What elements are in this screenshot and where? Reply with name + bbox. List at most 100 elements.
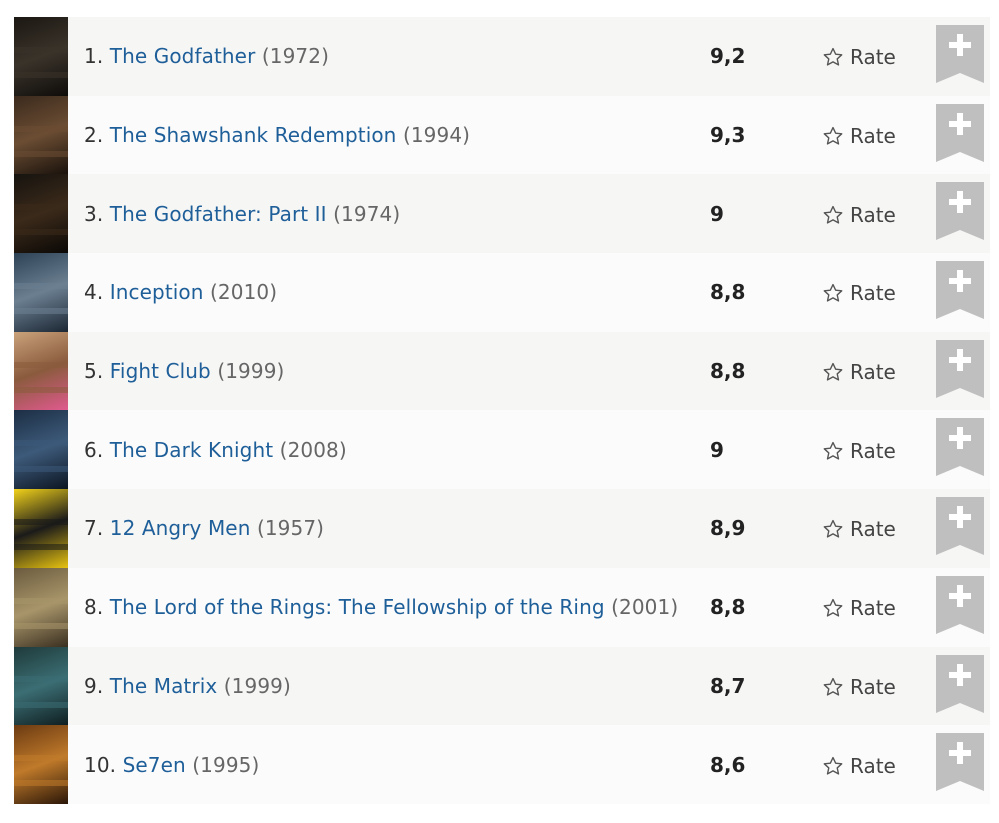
rank-number: 6.	[84, 437, 104, 462]
rank-number: 1.	[84, 44, 104, 69]
movie-row-7: 7. 12 Angry Men (1957) 8,9 Rate	[14, 489, 990, 568]
movie-row-5: 5. Fight Club (1999) 8,8 Rate	[14, 331, 990, 411]
add-to-watchlist-button[interactable]	[936, 103, 984, 162]
star-outline-icon	[823, 599, 843, 617]
rank-number: 10.	[84, 752, 117, 777]
movie-title-link[interactable]: Inception	[109, 280, 204, 305]
movie-row-9: 9. The Matrix (1999) 8,7 Rate	[14, 646, 990, 726]
movie-title-link[interactable]: The Shawshank Redemption	[109, 123, 397, 148]
star-outline-icon	[823, 520, 843, 539]
release-year: (2001)	[611, 595, 679, 620]
rate-label: Rate	[850, 675, 896, 700]
rate-button[interactable]: Rate	[822, 282, 896, 306]
title-column: 3. The Godfather: Part II (1974)	[84, 202, 400, 226]
title-column: 6. The Dark Knight (2008)	[84, 438, 347, 462]
imdb-rating: 8,7	[710, 673, 746, 698]
movie-title-link[interactable]: The Matrix	[109, 673, 218, 698]
rate-button[interactable]: Rate	[822, 46, 896, 70]
poster-thumbnail[interactable]	[14, 17, 68, 96]
movie-row-3: 3. The Godfather: Part II (1974) 9 Rate	[14, 174, 990, 254]
rate-button[interactable]: Rate	[822, 596, 896, 620]
poster-thumbnail[interactable]	[14, 95, 68, 175]
title-column: 4. Inception (2010)	[84, 280, 277, 304]
release-year: (1974)	[333, 201, 401, 226]
movie-title-link[interactable]: The Godfather: Part II	[109, 201, 327, 226]
rank-number: 8.	[84, 595, 104, 620]
star-outline-icon	[823, 205, 843, 224]
rate-button[interactable]: Rate	[822, 518, 896, 542]
title-column: 2. The Shawshank Redemption (1994)	[84, 123, 470, 147]
rank-number: 4.	[84, 280, 104, 305]
plus-ribbon-icon	[936, 339, 984, 398]
movie-title-link[interactable]: Se7en	[122, 752, 186, 777]
imdb-rating: 8,8	[710, 359, 746, 384]
plus-ribbon-icon	[936, 25, 984, 83]
rank-number: 7.	[84, 516, 104, 541]
plus-ribbon-icon	[936, 418, 984, 477]
poster-thumbnail[interactable]	[14, 253, 68, 332]
movie-row-1: 1. The Godfather (1972) 9,2 Rate	[14, 17, 990, 96]
poster-thumbnail[interactable]	[14, 646, 68, 726]
movie-row-4: 4. Inception (2010) 8,8 Rate	[14, 253, 990, 332]
poster-thumbnail[interactable]	[14, 567, 68, 647]
release-year: (1957)	[256, 516, 325, 541]
star-outline-icon	[823, 756, 843, 775]
release-year: (2010)	[210, 280, 278, 305]
star-outline-icon	[823, 441, 843, 460]
plus-ribbon-icon	[936, 261, 984, 320]
poster-thumbnail[interactable]	[14, 174, 68, 254]
rate-label: Rate	[850, 281, 896, 306]
movie-row-10: 10. Se7en (1995) 8,6 Rate	[14, 725, 990, 804]
poster-thumbnail[interactable]	[14, 331, 68, 411]
movie-row-6: 6. The Dark Knight (2008) 9 Rate	[14, 410, 990, 490]
add-to-watchlist-button[interactable]	[936, 418, 984, 477]
star-outline-icon	[823, 48, 843, 66]
rate-button[interactable]: Rate	[822, 203, 896, 227]
release-year: (1994)	[402, 123, 471, 148]
rate-button[interactable]: Rate	[822, 754, 896, 778]
rate-button[interactable]: Rate	[822, 360, 896, 384]
rate-label: Rate	[850, 202, 896, 227]
rate-label: Rate	[850, 438, 896, 463]
release-year: (1995)	[192, 752, 260, 777]
movie-title-link[interactable]: 12 Angry Men	[109, 516, 251, 541]
rate-button[interactable]: Rate	[822, 675, 896, 699]
rate-label: Rate	[850, 753, 896, 778]
add-to-watchlist-button[interactable]	[936, 575, 984, 634]
movie-title-link[interactable]: Fight Club	[109, 359, 211, 384]
movie-title-link[interactable]: The Dark Knight	[109, 437, 274, 462]
plus-ribbon-icon	[936, 497, 984, 556]
title-column: 7. 12 Angry Men (1957)	[84, 516, 324, 540]
add-to-watchlist-button[interactable]	[936, 654, 984, 713]
release-year: (2008)	[279, 437, 347, 462]
rate-label: Rate	[850, 45, 896, 70]
plus-ribbon-icon	[936, 182, 984, 241]
add-to-watchlist-button[interactable]	[936, 497, 984, 556]
add-to-watchlist-button[interactable]	[936, 261, 984, 320]
movie-row-2: 2. The Shawshank Redemption (1994) 9,3 R…	[14, 95, 990, 175]
release-year: (1972)	[261, 44, 329, 69]
rate-label: Rate	[850, 596, 896, 621]
imdb-rating: 8,8	[710, 280, 746, 305]
rate-button[interactable]: Rate	[822, 439, 896, 463]
poster-thumbnail[interactable]	[14, 410, 68, 490]
plus-ribbon-icon	[936, 575, 984, 634]
poster-thumbnail[interactable]	[14, 489, 68, 568]
add-to-watchlist-button[interactable]	[936, 339, 984, 398]
star-outline-icon	[823, 284, 843, 302]
imdb-rating: 9,3	[710, 123, 746, 148]
rank-number: 5.	[84, 359, 104, 384]
add-to-watchlist-button[interactable]	[936, 733, 984, 792]
title-column: 10. Se7en (1995)	[84, 753, 259, 777]
rate-button[interactable]: Rate	[822, 124, 896, 148]
title-column: 1. The Godfather (1972)	[84, 44, 329, 68]
movie-title-link[interactable]: The Lord of the Rings: The Fellowship of…	[109, 595, 605, 620]
add-to-watchlist-button[interactable]	[936, 182, 984, 241]
imdb-rating: 8,6	[710, 752, 746, 777]
movie-title-link[interactable]: The Godfather	[109, 44, 256, 69]
title-column: 5. Fight Club (1999)	[84, 359, 284, 383]
plus-ribbon-icon	[936, 103, 984, 162]
rank-number: 9.	[84, 673, 104, 698]
poster-thumbnail[interactable]	[14, 725, 68, 804]
add-to-watchlist-button[interactable]	[936, 25, 984, 83]
